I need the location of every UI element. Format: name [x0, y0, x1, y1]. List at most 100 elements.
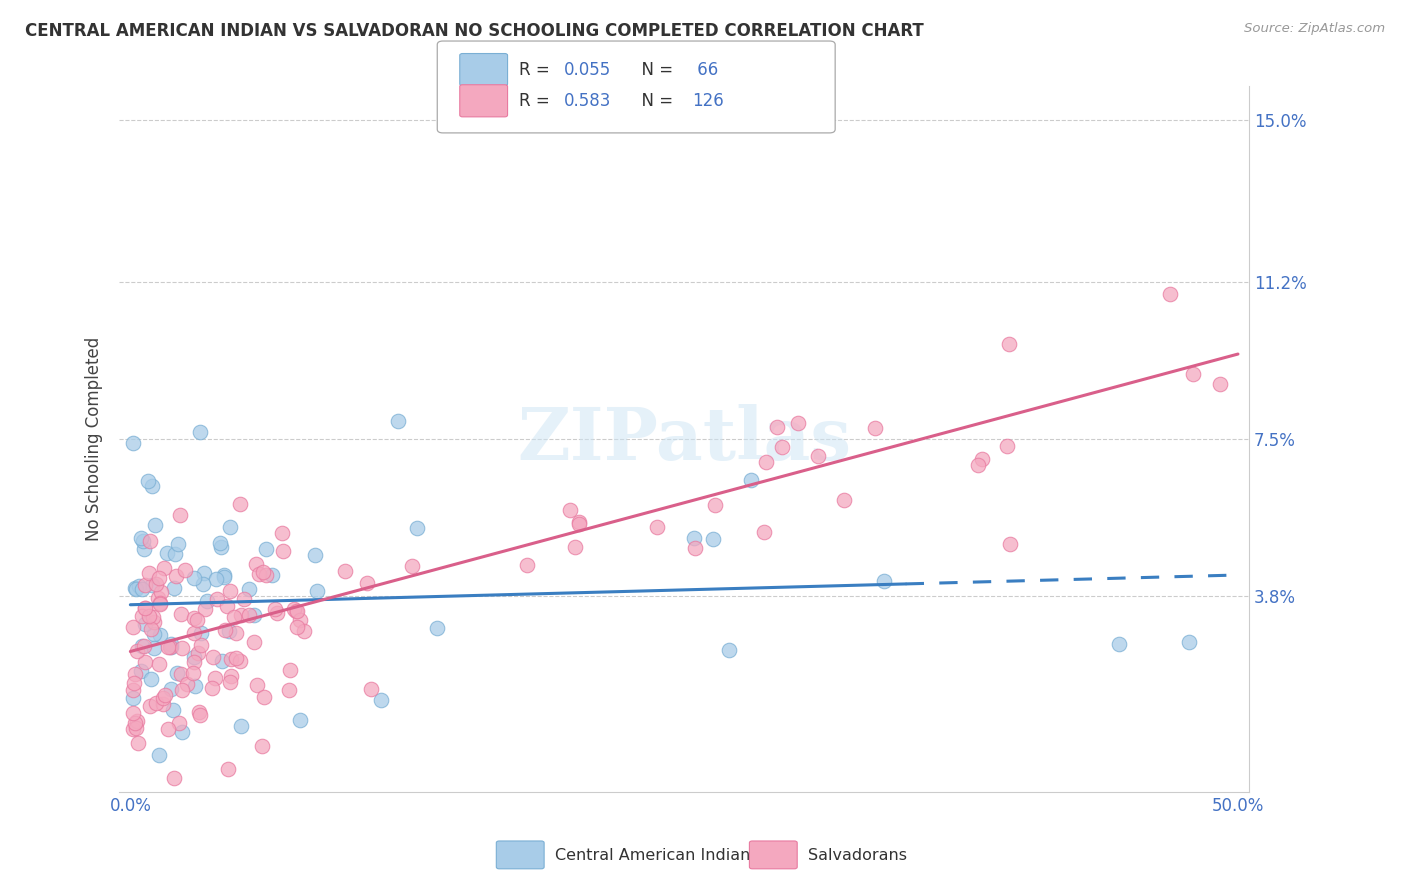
Point — [252, 565, 274, 579]
Point — [204, 572, 226, 586]
Point — [997, 337, 1019, 351]
Point — [181, 666, 204, 681]
Point — [970, 451, 993, 466]
Point — [647, 519, 669, 533]
Point — [218, 674, 240, 689]
Point — [156, 723, 179, 737]
Point — [218, 520, 240, 534]
Point — [1108, 637, 1130, 651]
Point — [145, 577, 167, 591]
Point — [183, 571, 205, 585]
Point — [683, 531, 706, 545]
Point — [143, 627, 166, 641]
Point — [121, 620, 143, 634]
Point — [125, 644, 148, 658]
Point — [284, 604, 307, 618]
Point — [186, 613, 208, 627]
Point — [145, 696, 167, 710]
Point — [278, 663, 301, 677]
Point — [232, 592, 254, 607]
Point — [162, 702, 184, 716]
Point — [125, 582, 148, 597]
Point — [426, 621, 449, 635]
Point — [405, 521, 427, 535]
Point — [263, 602, 285, 616]
Point — [288, 613, 311, 627]
Y-axis label: No Schooling Completed: No Schooling Completed — [86, 337, 103, 541]
Point — [139, 699, 162, 714]
Point — [124, 666, 146, 681]
Point — [170, 640, 193, 655]
Text: 0.055: 0.055 — [564, 61, 612, 78]
Point — [211, 654, 233, 668]
Point — [564, 541, 586, 555]
Point — [122, 676, 145, 690]
Point — [183, 611, 205, 625]
Point — [998, 537, 1021, 551]
Point — [159, 681, 181, 696]
Point — [170, 666, 193, 681]
Point — [740, 474, 762, 488]
Point — [188, 425, 211, 440]
Point — [201, 650, 224, 665]
Point — [1159, 286, 1181, 301]
Point — [292, 624, 315, 639]
Point — [148, 571, 170, 585]
Point — [122, 435, 145, 450]
Point — [754, 525, 776, 540]
Point — [193, 566, 215, 580]
Point — [183, 626, 205, 640]
Point — [755, 455, 778, 469]
Point — [183, 650, 205, 665]
Point — [217, 762, 239, 776]
Text: Central American Indians: Central American Indians — [555, 847, 759, 863]
Point — [188, 708, 211, 723]
Point — [243, 607, 266, 622]
Point — [134, 639, 156, 653]
Point — [122, 722, 145, 736]
Point — [254, 542, 277, 557]
Point — [246, 678, 269, 692]
Point — [160, 640, 183, 654]
Point — [217, 599, 239, 613]
Point — [558, 503, 581, 517]
Point — [219, 669, 242, 683]
Point — [148, 657, 170, 672]
Point — [134, 601, 156, 615]
Text: 126: 126 — [692, 92, 724, 110]
Point — [141, 479, 163, 493]
Point — [124, 716, 146, 731]
Point — [304, 548, 326, 562]
Point — [1209, 377, 1232, 392]
Point — [360, 682, 382, 697]
Point — [190, 638, 212, 652]
Point — [163, 771, 186, 785]
Point — [131, 609, 153, 624]
Point — [121, 691, 143, 706]
Point — [131, 582, 153, 597]
Point — [863, 420, 886, 434]
Point — [387, 414, 409, 428]
Point — [159, 637, 181, 651]
Point — [1177, 634, 1199, 648]
Point — [266, 606, 288, 620]
Point — [129, 532, 152, 546]
Point — [271, 526, 294, 541]
Point — [156, 640, 179, 654]
Point — [156, 546, 179, 560]
Point — [124, 581, 146, 595]
Point — [807, 450, 830, 464]
Point — [152, 690, 174, 705]
Point — [285, 620, 308, 634]
Point — [139, 622, 162, 636]
Point — [131, 639, 153, 653]
Point — [832, 492, 855, 507]
Point — [148, 591, 170, 606]
Point — [243, 635, 266, 649]
Point — [190, 625, 212, 640]
Point — [166, 665, 188, 680]
Point — [169, 607, 191, 622]
Text: Salvadorans: Salvadorans — [808, 847, 907, 863]
Point — [139, 673, 162, 687]
Point — [305, 584, 328, 599]
